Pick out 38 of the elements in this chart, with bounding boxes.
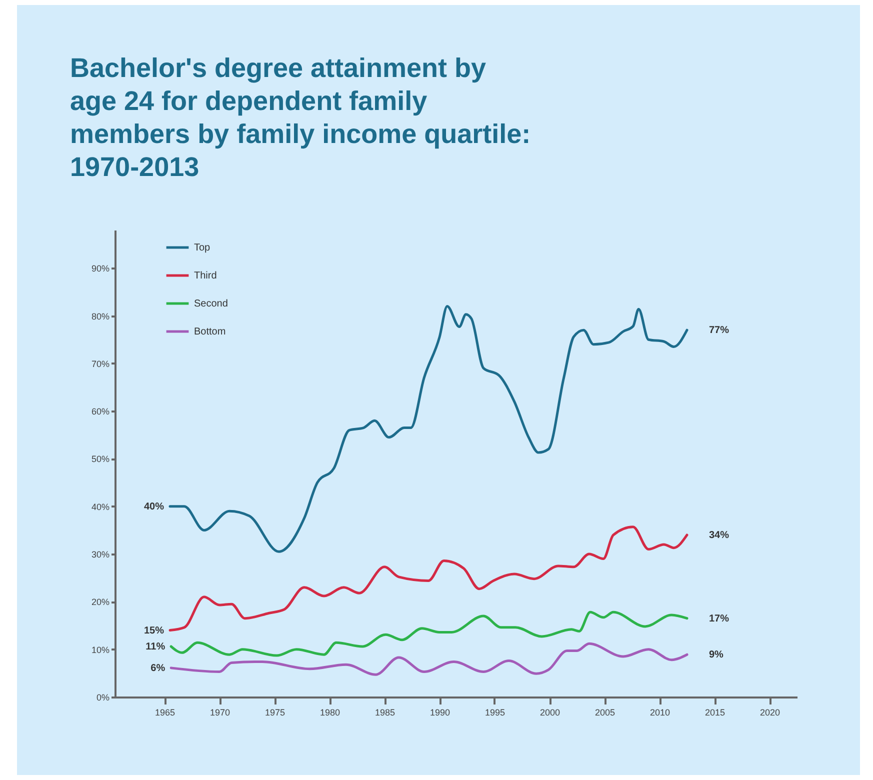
y-tick-label: 90% [91,264,110,274]
y-tick-label: 20% [91,597,110,608]
x-tick-label: 1990 [430,708,450,718]
x-tick-label: 2000 [540,708,560,718]
y-tick-label: 80% [91,311,110,322]
x-tick-label: 1965 [154,708,176,718]
annotation: 15% [144,625,164,636]
y-tick-label: 10% [91,644,110,655]
y-tick-label: 50% [91,454,110,464]
x-tick-label: 2020 [760,708,780,718]
line-series [168,526,688,632]
chart-title: Bachelor's degree attainment by age 24 for dependent family members by family income quartile: 1970-2013 [70,53,531,182]
x-tick-label: 2015 [704,708,726,718]
annotation: 6% [150,662,166,674]
annotation: 77% [709,325,730,336]
y-tick-label: 70% [91,358,110,369]
x-tick-label: 1980 [320,708,340,718]
y-tick-label: 0% [96,692,110,702]
line-series [170,610,688,657]
line-series [170,642,688,676]
x-tick-label: 1970 [210,708,230,718]
annotation: 34% [709,530,730,541]
x-tick-label: 1995 [484,708,506,718]
y-tick-label: 30% [91,550,110,560]
legend-label: Top [194,242,211,254]
y-tick-label: 40% [91,502,110,512]
annotation: 40% [144,501,164,512]
annotation: 11% [146,641,166,652]
legend-label: Bottom [194,326,226,338]
x-tick-label: 2005 [594,708,616,718]
annotation: 9% [709,650,724,661]
legend-label: Third [194,270,217,282]
y-tick-label: 60% [91,406,110,417]
legend-label: Second [194,298,228,310]
x-tick-label: 2010 [650,708,670,718]
x-tick-label: 1975 [264,708,286,718]
x-tick-label: 1985 [374,708,396,718]
annotation: 17% [709,613,730,624]
